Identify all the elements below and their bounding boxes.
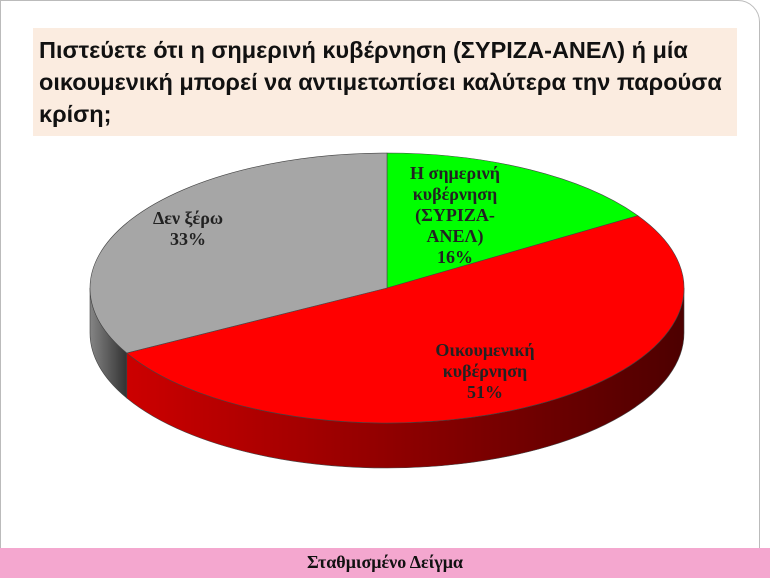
slice-label: Οικουμενική κυβέρνηση 51% xyxy=(420,340,550,403)
footer: Σταθμισμένο Δείγμα xyxy=(0,548,770,578)
value-label: 16% xyxy=(437,247,473,267)
pie-slice xyxy=(126,215,685,424)
slice-label: Η σημερινή κυβέρνηση (ΣΥΡΙΖΑ-ΑΝΕΛ) 16% xyxy=(395,163,515,268)
category-label: Η σημερινή κυβέρνηση (ΣΥΡΙΖΑ-ΑΝΕΛ) xyxy=(410,163,500,246)
category-label: Οικουμενική κυβέρνηση xyxy=(435,340,535,381)
value-label: 51% xyxy=(467,382,503,402)
value-label: 33% xyxy=(170,229,206,249)
pie-slice xyxy=(386,152,639,289)
slice-label: Δεν ξέρω 33% xyxy=(133,208,243,250)
category-label: Δεν ξέρω xyxy=(152,208,224,228)
chart-title: Πιστεύετε ότι η σημερινή κυβέρνηση (ΣΥΡΙ… xyxy=(33,28,737,136)
pie-slice xyxy=(89,152,388,354)
